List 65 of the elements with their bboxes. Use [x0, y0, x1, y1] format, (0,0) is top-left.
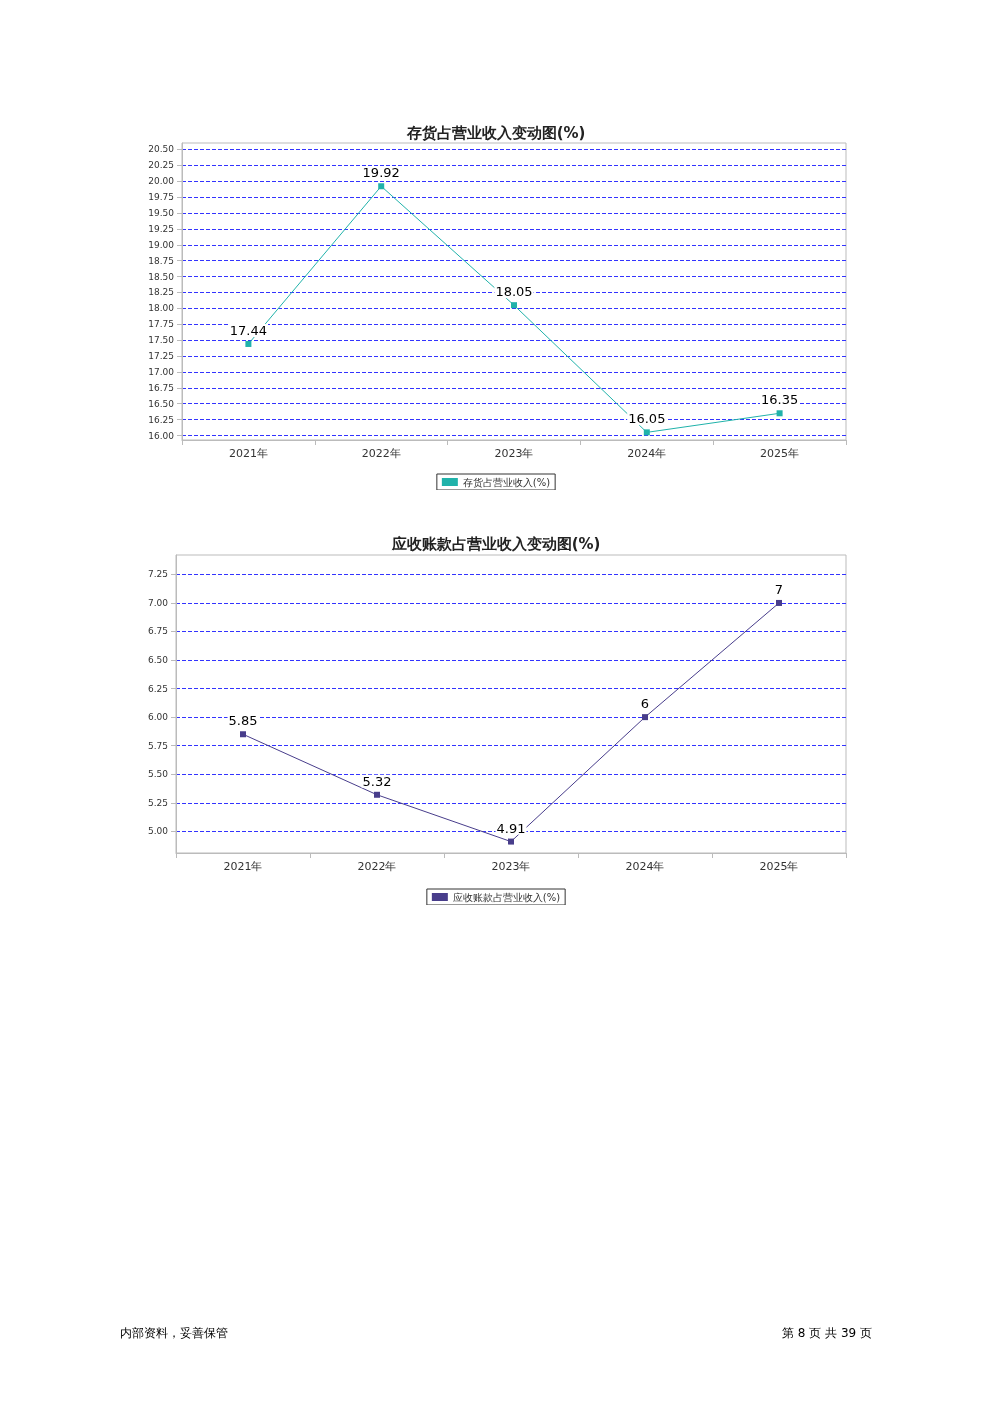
x-tick-label: 2024年	[625, 860, 665, 873]
data-label: 16.05	[628, 411, 666, 427]
y-tick-label: 18.50	[148, 271, 175, 282]
point	[378, 183, 385, 190]
data-label: 5.85	[228, 713, 258, 729]
y-tick-label: 17.25	[148, 351, 174, 362]
chart-title: 存货占营业收入变动图(%)	[405, 123, 586, 142]
legend-label: 存货占营业收入(%)	[462, 476, 551, 488]
y-tick-label: 6.75	[147, 626, 168, 637]
y-tick-label: 19.00	[148, 239, 175, 250]
x-tick-label: 2022年	[357, 860, 397, 873]
x-tick-label: 2023年	[491, 860, 531, 873]
point	[776, 410, 783, 417]
y-tick-label: 17.75	[148, 319, 174, 330]
y-tick-label: 18.00	[148, 303, 175, 314]
x-tick-label: 2021年	[223, 860, 263, 873]
y-tick-label: 18.75	[148, 255, 174, 266]
y-tick-label: 19.75	[148, 192, 174, 203]
data-label: 19.92	[362, 165, 400, 181]
y-tick-label: 19.50	[148, 207, 175, 218]
y-tick-label: 7.25	[147, 569, 168, 580]
y-tick-label: 20.00	[148, 176, 175, 187]
text: 第 8 页 共 39 页	[782, 1325, 872, 1342]
text: 内部资料，妥善保管	[120, 1325, 228, 1342]
y-tick-label: 5.50	[147, 769, 169, 780]
point	[240, 731, 246, 738]
y-tick-label: 17.50	[148, 335, 175, 346]
y-tick-label: 16.50	[148, 398, 175, 409]
point	[643, 429, 650, 436]
point	[245, 340, 252, 347]
data-label: 17.44	[229, 322, 268, 338]
y-tick-label: 20.50	[148, 144, 175, 155]
y-tick-label: 16.25	[148, 414, 174, 425]
y-tick-label: 16.75	[148, 382, 174, 393]
x-tick-label: 2023年	[494, 447, 534, 460]
legend-label: 应收账款占营业收入(%)	[452, 891, 561, 903]
x-tick-label: 2025年	[760, 447, 800, 460]
x-tick-label: 2021年	[228, 447, 268, 460]
x-tick-label: 2022年	[361, 447, 401, 460]
y-tick-label: 6.00	[147, 712, 169, 723]
x-tick-label: 2024年	[627, 447, 667, 460]
y-tick-label: 5.25	[147, 797, 168, 808]
data-label: 7	[774, 581, 784, 597]
x-tick-label: 2025年	[759, 860, 799, 873]
chart-title: 应收账款占营业收入变动图(%)	[390, 534, 601, 553]
point	[642, 714, 648, 721]
y-tick-label: 16.00	[148, 430, 175, 441]
point	[776, 599, 782, 606]
data-label: 4.91	[496, 820, 526, 836]
y-tick-label: 5.75	[147, 740, 168, 751]
data-label: 6	[640, 696, 650, 712]
point	[508, 838, 514, 845]
data-label: 18.05	[495, 284, 533, 300]
y-tick-label: 6.50	[147, 655, 169, 666]
y-tick-label: 6.25	[147, 683, 168, 694]
data-label: 5.32	[362, 773, 392, 789]
y-tick-label: 5.00	[147, 826, 169, 837]
y-tick-label: 18.25	[148, 287, 174, 298]
point	[374, 791, 380, 798]
y-tick-label: 19.25	[148, 223, 174, 234]
point	[511, 302, 517, 309]
data-label: 16.35	[760, 392, 799, 408]
y-tick-label: 7.00	[147, 597, 169, 608]
y-tick-label: 17.00	[148, 366, 175, 377]
y-tick-label: 20.25	[148, 160, 174, 171]
